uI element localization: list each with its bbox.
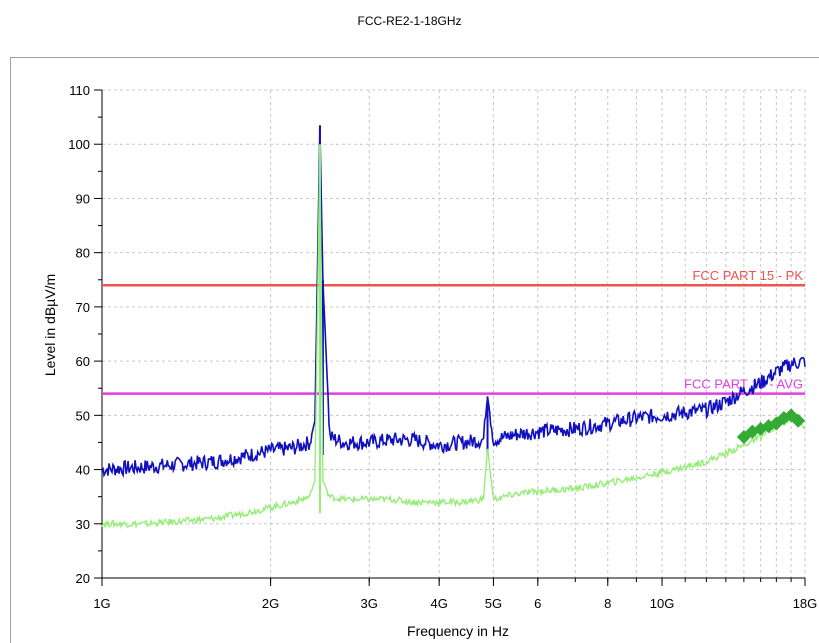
y-tick-label: 30 — [76, 517, 90, 532]
y-tick-label: 40 — [76, 463, 90, 478]
y-axis-label: Level in dBµV/m — [42, 274, 58, 376]
series-line — [101, 126, 806, 478]
y-tick-label: 20 — [76, 571, 90, 586]
y-tick-label: 90 — [76, 191, 90, 206]
x-tick-label: 18G — [793, 596, 818, 611]
x-tick-label: 5G — [485, 596, 502, 611]
y-tick-label: 50 — [76, 408, 90, 423]
measurement-marker — [791, 413, 806, 428]
y-tick-label: 60 — [76, 354, 90, 369]
y-tick-label: 70 — [76, 300, 90, 315]
chart-title: FCC-RE2-1-18GHz — [357, 14, 462, 28]
y-tick-label: 80 — [76, 246, 90, 261]
x-axis-label: Frequency in Hz — [407, 623, 509, 639]
x-tick-label: 8 — [604, 596, 611, 611]
grid — [102, 89, 806, 578]
limit-label: FCC PART 15 - AVG — [684, 377, 803, 392]
y-tick-label: 110 — [69, 83, 90, 98]
chart-panel — [10, 57, 819, 643]
series-group — [101, 125, 806, 530]
axes: 20 30 40 50 60 70 80 90 100 110 1G 2G 3G 4G 5G 6 8 10G 18G — [68, 83, 817, 611]
y-tick-label: 100 — [68, 137, 90, 152]
x-tick-label: 3G — [361, 596, 378, 611]
x-tick-label: 1G — [93, 596, 110, 611]
series-line — [101, 145, 806, 530]
markers-group — [736, 408, 806, 445]
x-tick-label: 4G — [431, 596, 448, 611]
x-tick-label: 10G — [650, 596, 675, 611]
x-tick-label: 2G — [262, 596, 279, 611]
x-tick-label: 6 — [534, 596, 541, 611]
limit-label: FCC PART 15 - PK — [692, 268, 803, 283]
limit-lines: FCC PART 15 - PK FCC PART 15 - AVG — [102, 268, 805, 395]
